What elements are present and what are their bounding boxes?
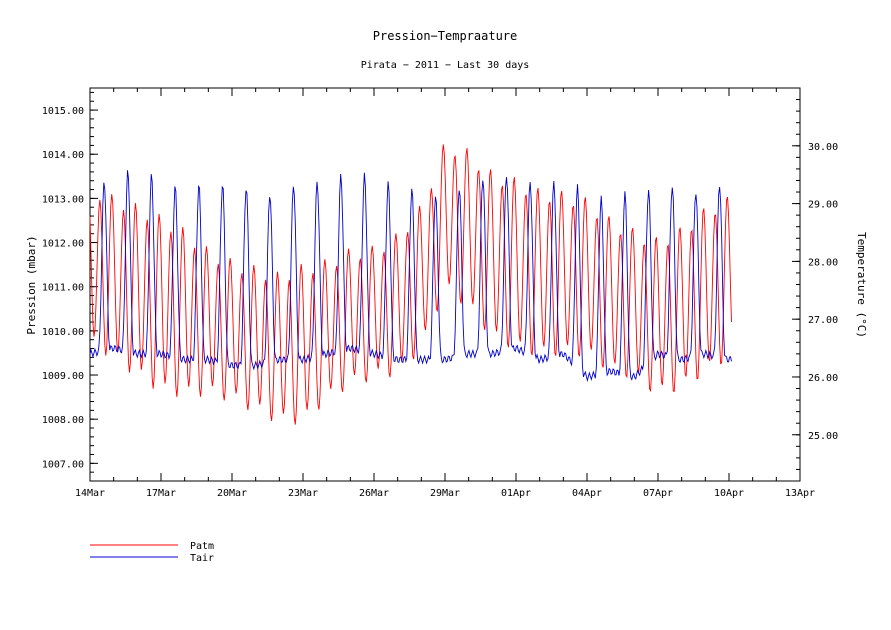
- series-group: [89, 144, 732, 425]
- x-tick-label: 10Apr: [714, 488, 744, 499]
- y2-tick-label: 25.00: [808, 431, 838, 442]
- y-tick-label: 1008.00: [42, 415, 84, 426]
- x-tick-label: 23Mar: [288, 488, 318, 499]
- y-tick-label: 1009.00: [42, 371, 84, 382]
- legend: Patm Tair: [90, 541, 214, 564]
- x-tick-label: 14Mar: [75, 488, 105, 499]
- x-tick-label: 20Mar: [217, 488, 247, 499]
- y2-tick-label: 30.00: [808, 142, 838, 153]
- y2-tick-label: 29.00: [808, 200, 838, 211]
- x-tick-label: 29Mar: [430, 488, 460, 499]
- chart-title: Pression−Tempraature: [373, 29, 518, 43]
- y-axis-left: 1007.00 1008.00 1009.00 1010.00 1011.00 1012.…: [42, 91, 98, 482]
- y-tick-label: 1011.00: [42, 283, 84, 294]
- y-axis-title-right: Temperature (°C): [855, 232, 868, 338]
- y-axis-right: 25.00 26.00 27.00 28.00 29.00 30.00: [792, 87, 838, 482]
- x-tick-label: 04Apr: [572, 488, 602, 499]
- y-tick-label: 1012.00: [42, 239, 84, 250]
- y2-tick-label: 28.00: [808, 257, 838, 268]
- x-tick-label: 07Apr: [643, 488, 673, 499]
- y-tick-label: 1015.00: [42, 106, 84, 117]
- y-axis-title-left: Pression (mbar): [25, 235, 38, 334]
- chart-subtitle: Pirata − 2011 − Last 30 days: [361, 60, 530, 71]
- x-tick-label: 17Mar: [146, 488, 176, 499]
- y2-tick-label: 26.00: [808, 373, 838, 384]
- y-tick-label: 1014.00: [42, 150, 84, 161]
- x-tick-label: 13Apr: [785, 488, 815, 499]
- series-line-patm: [89, 144, 732, 425]
- y-tick-label: 1010.00: [42, 327, 84, 338]
- x-axis: 14Mar 17Mar 20Mar 23Mar 26Mar 29Mar 01Apr 04Apr…: [75, 88, 815, 499]
- series-line-tair: [89, 170, 732, 383]
- legend-label-tair: Tair: [190, 553, 214, 564]
- x-tick-label: 01Apr: [501, 488, 531, 499]
- y-tick-label: 1013.00: [42, 194, 84, 205]
- legend-label-patm: Patm: [190, 541, 214, 552]
- y-tick-label: 1007.00: [42, 459, 84, 470]
- x-tick-label: 26Mar: [359, 488, 389, 499]
- y2-tick-label: 27.00: [808, 315, 838, 326]
